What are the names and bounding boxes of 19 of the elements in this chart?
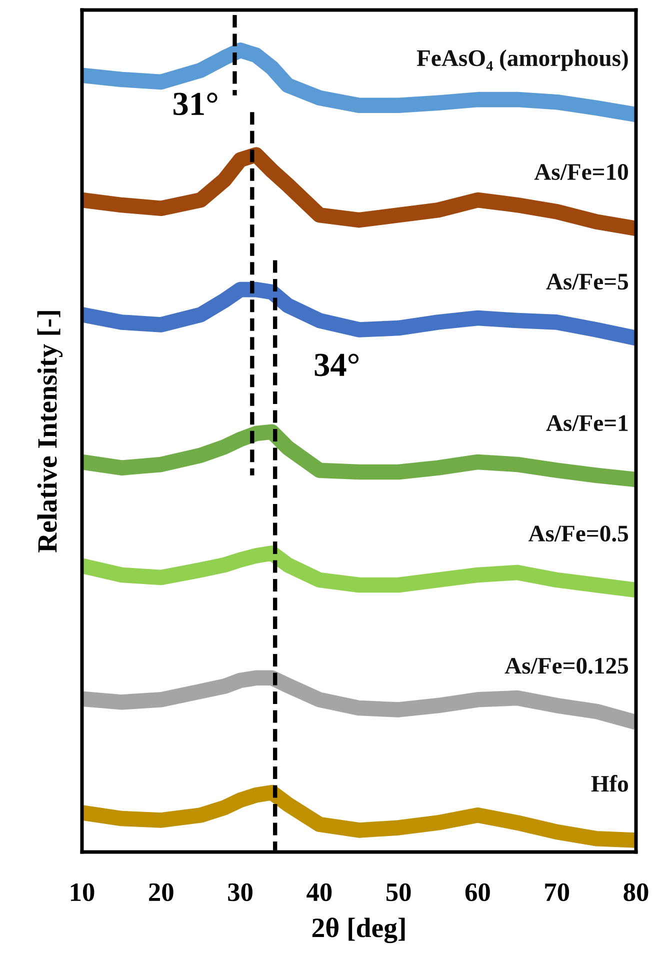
series-label: As/Fe=5 <box>546 274 628 290</box>
x-tick-label: 60 <box>465 883 490 902</box>
x-tick-label: 40 <box>306 883 332 902</box>
x-tick-label: 20 <box>149 883 174 902</box>
series-label: As/Fe=10 <box>534 164 628 180</box>
x-tick-label: 70 <box>545 883 570 902</box>
x-axis-title: 2θ [deg] <box>312 918 405 944</box>
annotation: 34° <box>314 354 359 376</box>
series-label: Hfo <box>591 774 628 792</box>
annotation: 31° <box>173 92 218 116</box>
series-label: FeAsO₄ (amorphous) <box>416 50 628 71</box>
x-tick-label: 50 <box>386 883 411 902</box>
x-tick-label: 10 <box>70 883 94 902</box>
series-label: As/Fe=0.125 <box>504 658 628 674</box>
y-axis-title: Relative Intensity [-] <box>37 311 63 552</box>
x-tick-label: 80 <box>624 883 648 902</box>
x-tick-label: 30 <box>228 883 252 902</box>
series-label: As/Fe=0.5 <box>528 526 628 542</box>
series-label: As/Fe=1 <box>546 415 628 432</box>
